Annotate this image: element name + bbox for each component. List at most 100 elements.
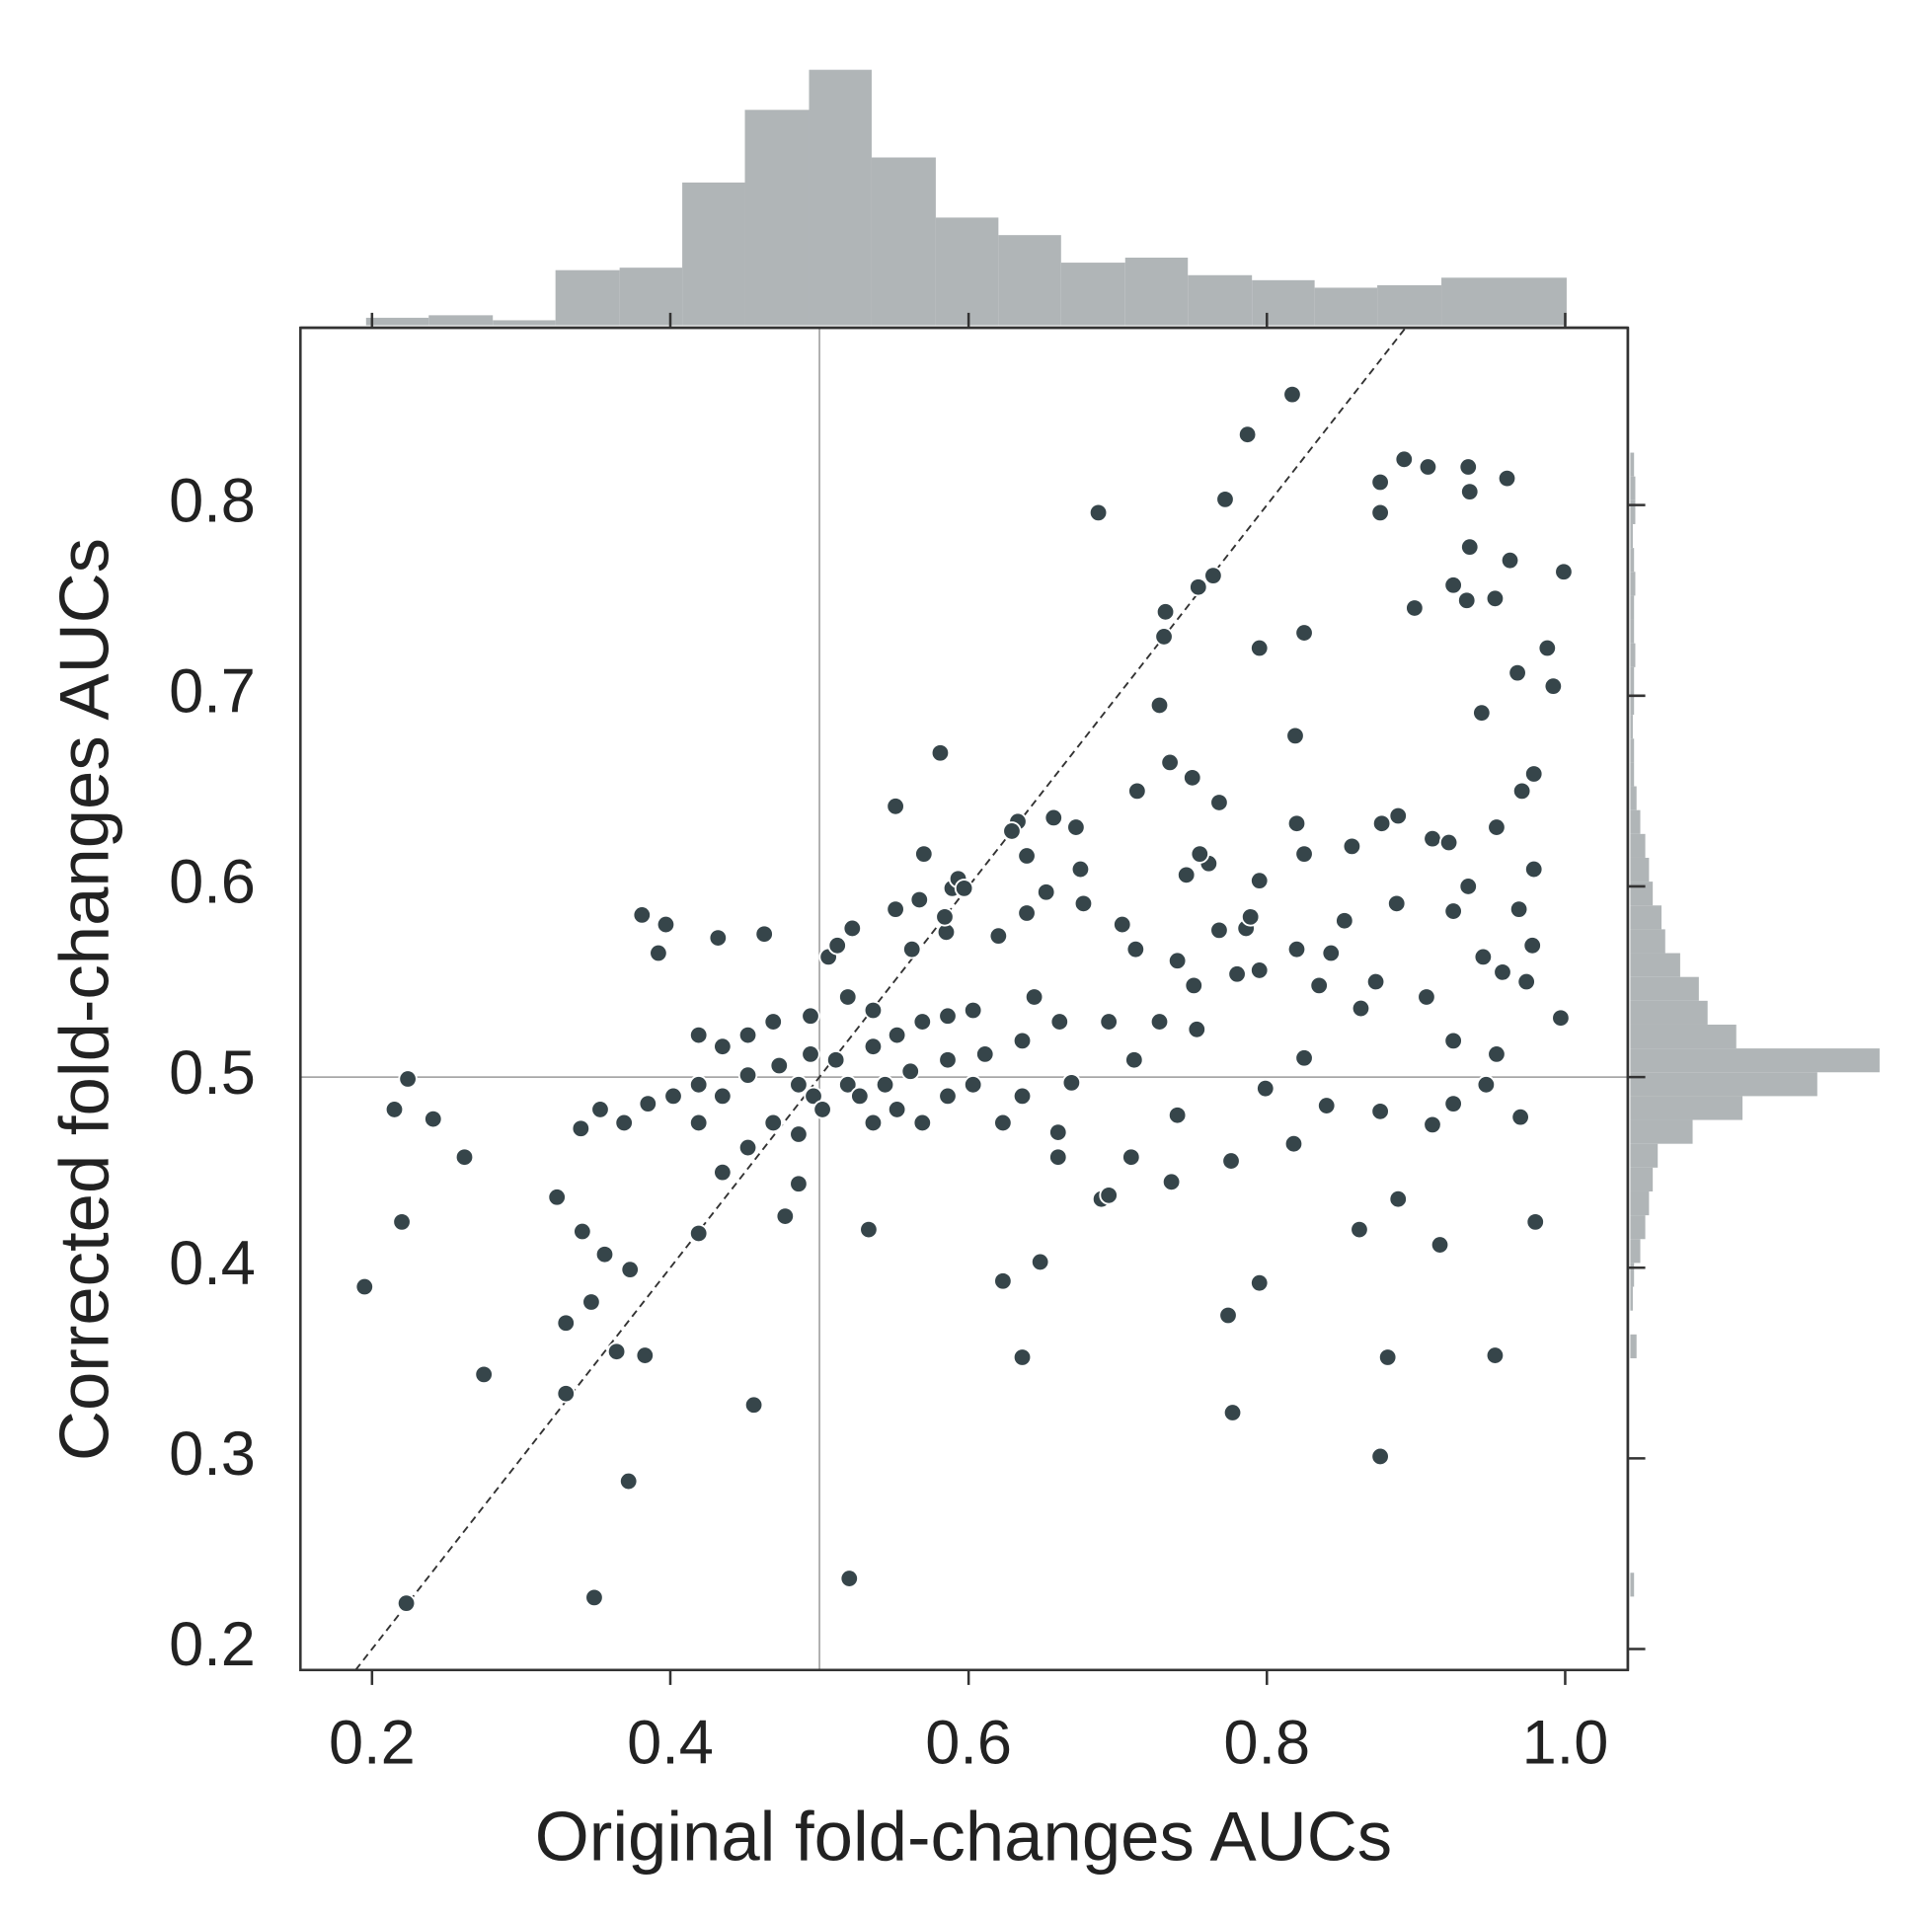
point	[1099, 1186, 1119, 1205]
hist-bar	[1630, 1190, 1650, 1216]
point	[1161, 1172, 1182, 1192]
y-tick-label: 0.6	[169, 848, 256, 917]
point	[1485, 1345, 1506, 1365]
hist-bar	[1630, 929, 1665, 954]
point	[1167, 951, 1188, 971]
point	[1017, 846, 1037, 866]
point	[1458, 457, 1479, 477]
point	[688, 1075, 709, 1095]
point	[842, 918, 863, 939]
point	[1497, 468, 1517, 489]
hist-bar	[935, 217, 999, 326]
point	[1473, 947, 1494, 967]
point	[938, 1049, 958, 1070]
hist-bar	[493, 320, 556, 326]
hist-bar	[1630, 1000, 1708, 1025]
point	[594, 1244, 615, 1265]
point	[1456, 590, 1477, 611]
point	[1458, 877, 1479, 896]
point	[713, 1162, 733, 1183]
point	[1099, 1012, 1119, 1032]
point	[1405, 598, 1425, 618]
point	[1294, 1047, 1314, 1068]
hist-bar	[1630, 619, 1635, 644]
point	[1423, 828, 1442, 849]
point	[1047, 1147, 1068, 1167]
point	[863, 1112, 884, 1133]
point	[886, 899, 905, 919]
point	[392, 1212, 412, 1232]
point	[839, 1569, 860, 1588]
point	[737, 1065, 758, 1085]
point	[901, 939, 922, 959]
point	[812, 1100, 832, 1119]
hist-bar	[1124, 258, 1189, 326]
point	[618, 1471, 639, 1492]
point	[1418, 457, 1438, 477]
hist-bar	[555, 269, 620, 326]
point	[1554, 562, 1574, 582]
point	[935, 907, 955, 927]
point	[1285, 726, 1305, 746]
point	[850, 1086, 870, 1107]
point	[1335, 910, 1354, 931]
point	[1551, 1008, 1571, 1028]
point	[993, 1270, 1013, 1291]
point	[547, 1187, 567, 1207]
hist-bar	[1630, 1263, 1635, 1287]
point	[1049, 1012, 1070, 1032]
point	[938, 1086, 958, 1107]
point	[1160, 752, 1180, 773]
point	[789, 1124, 809, 1144]
point	[974, 1044, 995, 1064]
x-tick-label: 1.0	[1522, 1709, 1609, 1778]
point	[1240, 907, 1261, 927]
point	[1350, 1219, 1369, 1240]
point	[769, 1055, 790, 1076]
point	[606, 1342, 627, 1361]
point	[1036, 882, 1056, 902]
hist-bar	[1060, 263, 1125, 326]
point	[1190, 844, 1210, 864]
point	[713, 1036, 733, 1056]
point	[1423, 1114, 1442, 1135]
point	[1149, 1012, 1170, 1032]
point	[1073, 893, 1094, 914]
point	[1282, 384, 1302, 405]
point	[1237, 424, 1258, 444]
point	[1309, 975, 1329, 996]
point	[837, 987, 858, 1007]
hist-bar	[1630, 738, 1635, 763]
point	[1417, 987, 1436, 1007]
point	[1370, 502, 1390, 523]
point	[1024, 987, 1044, 1007]
point	[1472, 703, 1492, 723]
point	[1249, 1272, 1270, 1293]
point	[1124, 1049, 1144, 1070]
point	[1017, 903, 1037, 923]
point	[1294, 623, 1314, 643]
hist-bar	[1630, 809, 1641, 834]
y-tick-label: 0.7	[169, 656, 256, 726]
point	[1443, 1094, 1463, 1113]
point	[1182, 768, 1202, 788]
y-tick-label: 0.2	[169, 1610, 256, 1679]
point	[1388, 1189, 1409, 1209]
point	[1508, 899, 1529, 919]
point	[863, 1000, 884, 1021]
point	[663, 1086, 683, 1107]
y-axis-title: Corrected fold-changes AUCs	[45, 538, 123, 1461]
point	[988, 926, 1009, 946]
hist-bar	[1630, 1072, 1817, 1097]
point	[1443, 575, 1463, 595]
point	[1365, 971, 1386, 992]
hist-bar	[809, 69, 872, 326]
hist-bar	[744, 110, 810, 326]
point	[590, 1100, 610, 1119]
point	[1370, 1102, 1390, 1121]
point	[954, 879, 974, 898]
hist-bar	[1630, 1119, 1693, 1144]
hist-bar	[1630, 452, 1635, 477]
point	[1525, 1212, 1546, 1232]
